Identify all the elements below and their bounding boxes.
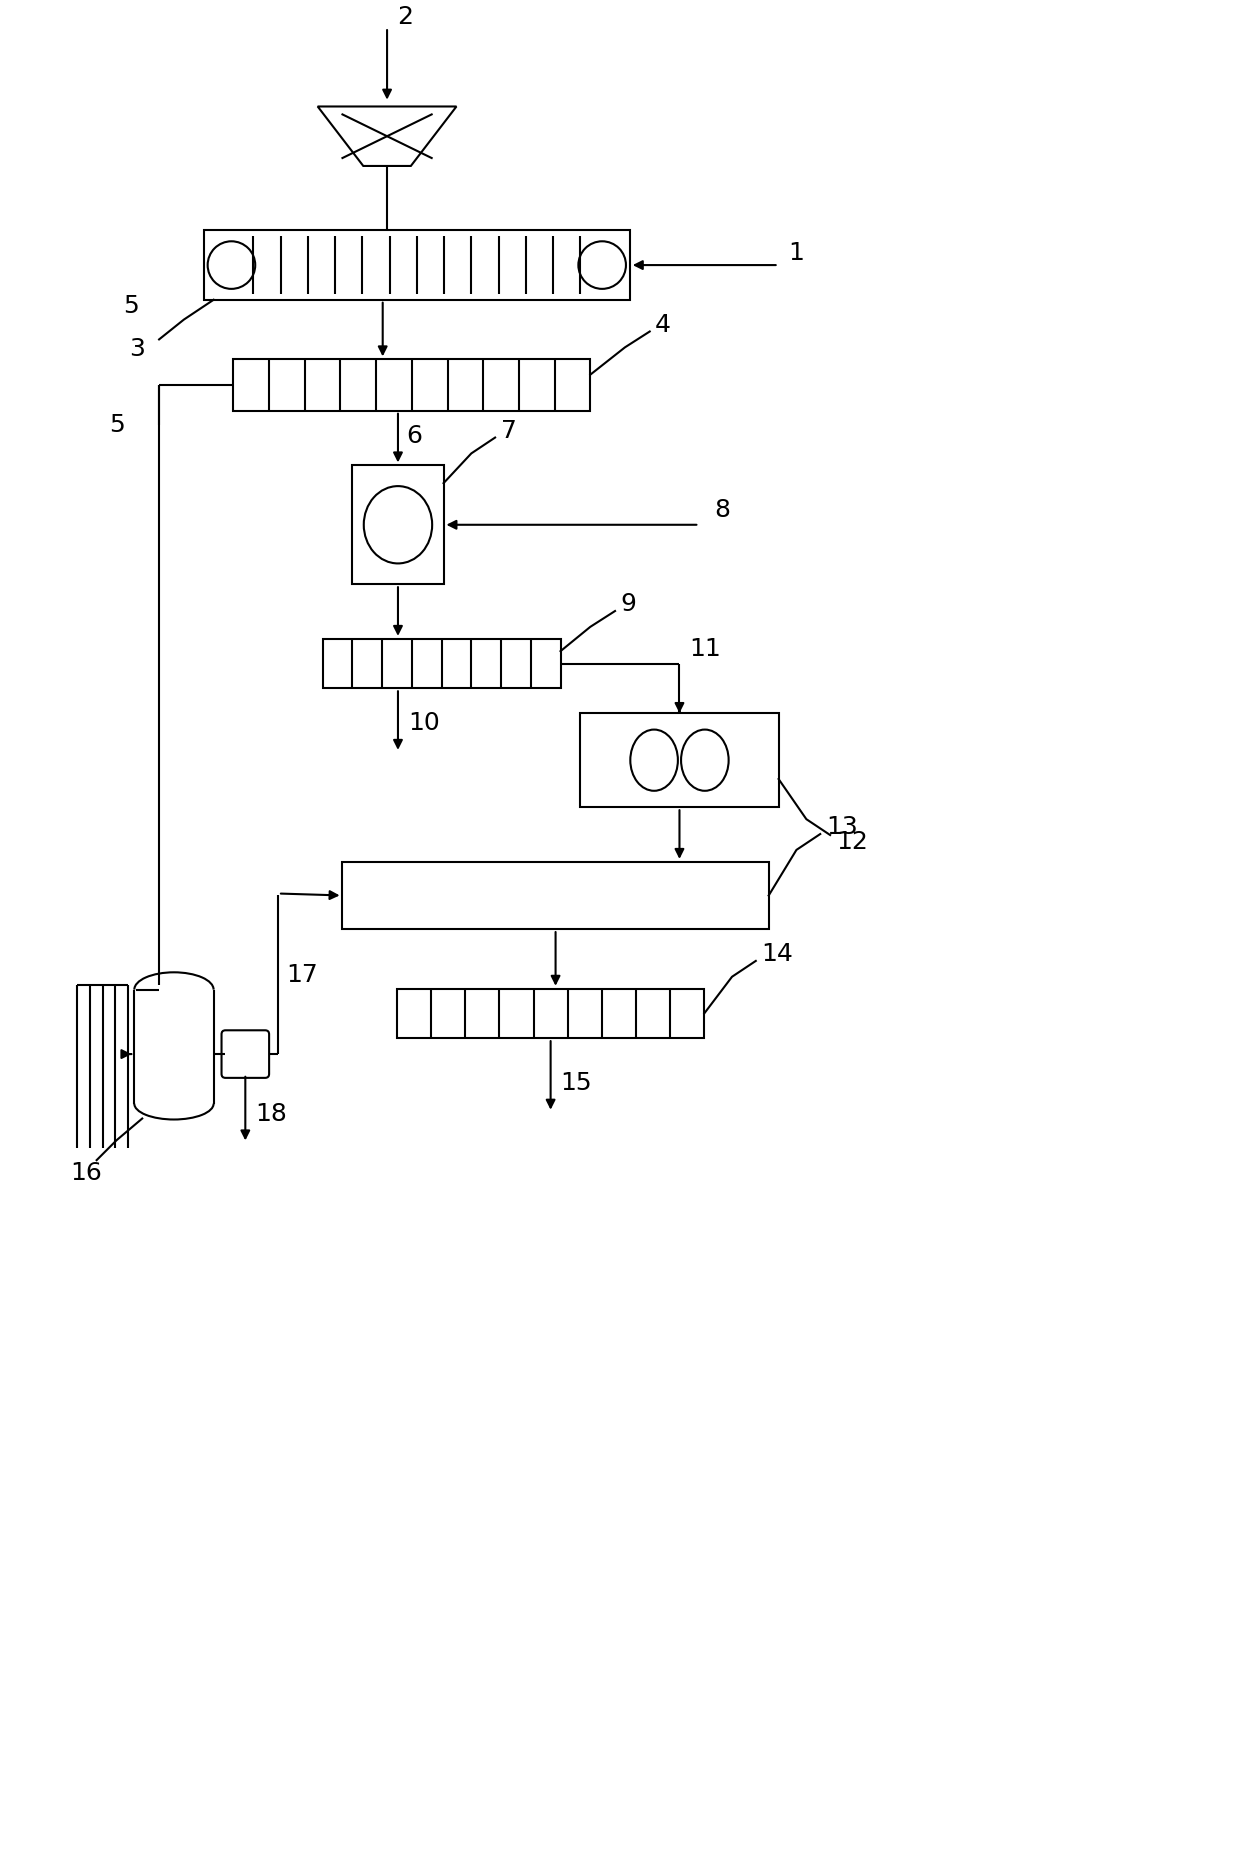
- Bar: [233, 358, 590, 411]
- Text: 14: 14: [761, 942, 794, 966]
- Text: 5: 5: [109, 413, 124, 437]
- Text: 15: 15: [560, 1071, 593, 1096]
- Text: 8: 8: [714, 497, 730, 522]
- Text: 6: 6: [405, 424, 422, 448]
- Bar: [580, 713, 779, 807]
- Text: 13: 13: [826, 814, 858, 839]
- Text: 16: 16: [69, 1161, 102, 1186]
- Text: 11: 11: [689, 636, 722, 660]
- Text: 10: 10: [408, 711, 440, 735]
- Text: 7: 7: [501, 418, 517, 443]
- FancyBboxPatch shape: [222, 1030, 269, 1079]
- Bar: [342, 861, 769, 929]
- Ellipse shape: [630, 730, 678, 792]
- Text: 12: 12: [836, 829, 868, 854]
- Bar: [322, 638, 560, 688]
- Bar: [352, 465, 444, 583]
- Text: 3: 3: [129, 338, 145, 362]
- Text: 5: 5: [124, 295, 139, 317]
- Text: 1: 1: [789, 242, 805, 265]
- Bar: [397, 989, 704, 1037]
- Text: 9: 9: [620, 593, 636, 615]
- Ellipse shape: [681, 730, 729, 792]
- Text: 18: 18: [255, 1101, 288, 1126]
- Text: 4: 4: [655, 313, 671, 336]
- Bar: [203, 231, 630, 300]
- Ellipse shape: [363, 486, 433, 563]
- Text: 2: 2: [397, 6, 413, 30]
- Text: 17: 17: [286, 962, 317, 987]
